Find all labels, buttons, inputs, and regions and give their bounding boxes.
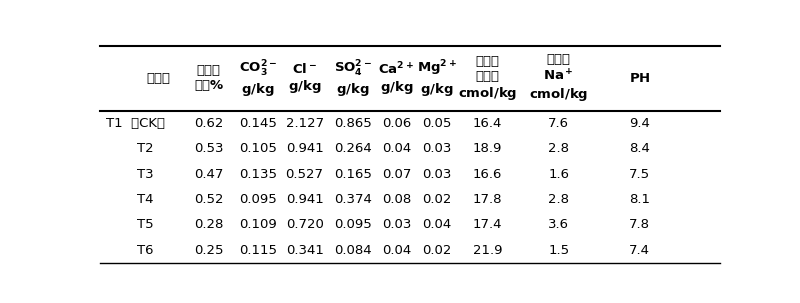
Text: 21.9: 21.9 bbox=[473, 244, 502, 257]
Text: 0.06: 0.06 bbox=[382, 117, 411, 130]
Text: 0.28: 0.28 bbox=[194, 218, 223, 231]
Text: 0.145: 0.145 bbox=[239, 117, 277, 130]
Text: 2.8: 2.8 bbox=[548, 193, 570, 206]
Text: 7.8: 7.8 bbox=[629, 218, 650, 231]
Text: 0.07: 0.07 bbox=[382, 168, 411, 181]
Text: 0.03: 0.03 bbox=[422, 168, 451, 181]
Text: 2.8: 2.8 bbox=[548, 142, 570, 155]
Text: $\mathbf{CO_3^{2-}}$
$\mathbf{g/kg}$: $\mathbf{CO_3^{2-}}$ $\mathbf{g/kg}$ bbox=[239, 58, 277, 98]
Text: 0.04: 0.04 bbox=[422, 218, 451, 231]
Text: 0.115: 0.115 bbox=[239, 244, 277, 257]
Text: 18.9: 18.9 bbox=[473, 142, 502, 155]
Text: 0.02: 0.02 bbox=[422, 193, 451, 206]
Text: $\mathbf{SO_4^{2-}}$
$\mathbf{g/kg}$: $\mathbf{SO_4^{2-}}$ $\mathbf{g/kg}$ bbox=[334, 58, 372, 98]
Text: 0.720: 0.720 bbox=[286, 218, 323, 231]
Text: 0.02: 0.02 bbox=[422, 244, 451, 257]
Text: 0.62: 0.62 bbox=[194, 117, 223, 130]
Text: 7.4: 7.4 bbox=[629, 244, 650, 257]
Text: 0.04: 0.04 bbox=[382, 244, 411, 257]
Text: 0.135: 0.135 bbox=[239, 168, 277, 181]
Text: 8.4: 8.4 bbox=[629, 142, 650, 155]
Text: $\mathbf{PH}$: $\mathbf{PH}$ bbox=[629, 72, 650, 85]
Text: 0.095: 0.095 bbox=[334, 218, 372, 231]
Text: 7.6: 7.6 bbox=[548, 117, 570, 130]
Text: 0.095: 0.095 bbox=[239, 193, 277, 206]
Text: 处理组: 处理组 bbox=[146, 72, 170, 85]
Text: 0.865: 0.865 bbox=[334, 117, 372, 130]
Text: T1  （CK）: T1 （CK） bbox=[106, 117, 165, 130]
Text: T6: T6 bbox=[138, 244, 154, 257]
Text: 0.264: 0.264 bbox=[334, 142, 372, 155]
Text: 0.25: 0.25 bbox=[194, 244, 223, 257]
Text: 3.6: 3.6 bbox=[548, 218, 570, 231]
Text: 0.341: 0.341 bbox=[286, 244, 323, 257]
Text: 交换性
$\mathbf{Na^+}$
$\mathbf{cmol/kg}$: 交换性 $\mathbf{Na^+}$ $\mathbf{cmol/kg}$ bbox=[529, 53, 589, 103]
Text: 0.08: 0.08 bbox=[382, 193, 411, 206]
Text: 0.03: 0.03 bbox=[422, 142, 451, 155]
Text: 0.165: 0.165 bbox=[334, 168, 372, 181]
Text: T4: T4 bbox=[138, 193, 154, 206]
Text: 阳离子
交换量
$\mathbf{cmol/kg}$: 阳离子 交换量 $\mathbf{cmol/kg}$ bbox=[458, 55, 517, 102]
Text: T2: T2 bbox=[138, 142, 154, 155]
Text: T5: T5 bbox=[138, 218, 154, 231]
Text: 17.4: 17.4 bbox=[473, 218, 502, 231]
Text: 0.941: 0.941 bbox=[286, 193, 323, 206]
Text: 8.1: 8.1 bbox=[629, 193, 650, 206]
Text: 0.105: 0.105 bbox=[239, 142, 277, 155]
Text: 9.4: 9.4 bbox=[629, 117, 650, 130]
Text: 0.05: 0.05 bbox=[422, 117, 451, 130]
Text: 0.109: 0.109 bbox=[239, 218, 277, 231]
Text: 0.527: 0.527 bbox=[286, 168, 323, 181]
Text: 1.5: 1.5 bbox=[548, 244, 570, 257]
Text: T3: T3 bbox=[138, 168, 154, 181]
Text: 16.4: 16.4 bbox=[473, 117, 502, 130]
Text: 0.52: 0.52 bbox=[194, 193, 223, 206]
Text: 0.941: 0.941 bbox=[286, 142, 323, 155]
Text: $\mathbf{Cl^-}$
$\mathbf{g/kg}$: $\mathbf{Cl^-}$ $\mathbf{g/kg}$ bbox=[288, 62, 322, 95]
Text: 可溶性
总盐%: 可溶性 总盐% bbox=[194, 64, 223, 92]
Text: 0.47: 0.47 bbox=[194, 168, 223, 181]
Text: 2.127: 2.127 bbox=[286, 117, 324, 130]
Text: $\mathbf{Ca^{2+}}$
$\mathbf{g/kg}$: $\mathbf{Ca^{2+}}$ $\mathbf{g/kg}$ bbox=[378, 60, 414, 96]
Text: 0.084: 0.084 bbox=[334, 244, 372, 257]
Text: 7.5: 7.5 bbox=[629, 168, 650, 181]
Text: 17.8: 17.8 bbox=[473, 193, 502, 206]
Text: 0.374: 0.374 bbox=[334, 193, 372, 206]
Text: 16.6: 16.6 bbox=[473, 168, 502, 181]
Text: 0.03: 0.03 bbox=[382, 218, 411, 231]
Text: 1.6: 1.6 bbox=[548, 168, 570, 181]
Text: 0.04: 0.04 bbox=[382, 142, 411, 155]
Text: 0.53: 0.53 bbox=[194, 142, 223, 155]
Text: $\mathbf{Mg^{2+}}$
$\mathbf{g/kg}$: $\mathbf{Mg^{2+}}$ $\mathbf{g/kg}$ bbox=[417, 59, 457, 98]
